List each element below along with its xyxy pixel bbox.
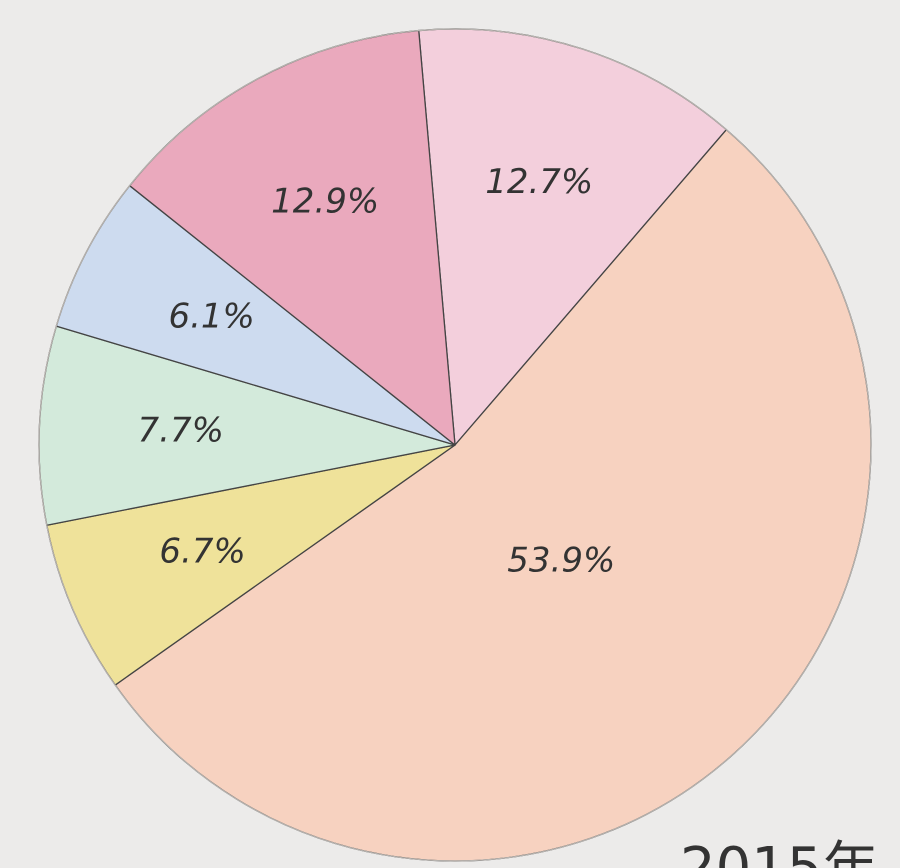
annotation: 2015年	[680, 836, 879, 868]
data-label: 53.9%	[507, 540, 615, 580]
data-label: 12.9%	[271, 182, 379, 222]
data-label: 7.7%	[138, 410, 224, 450]
data-label: 6.7%	[159, 532, 245, 572]
data-label: 12.7%	[485, 162, 593, 202]
data-label: 6.1%	[168, 296, 254, 336]
pie-outline	[38, 28, 872, 862]
